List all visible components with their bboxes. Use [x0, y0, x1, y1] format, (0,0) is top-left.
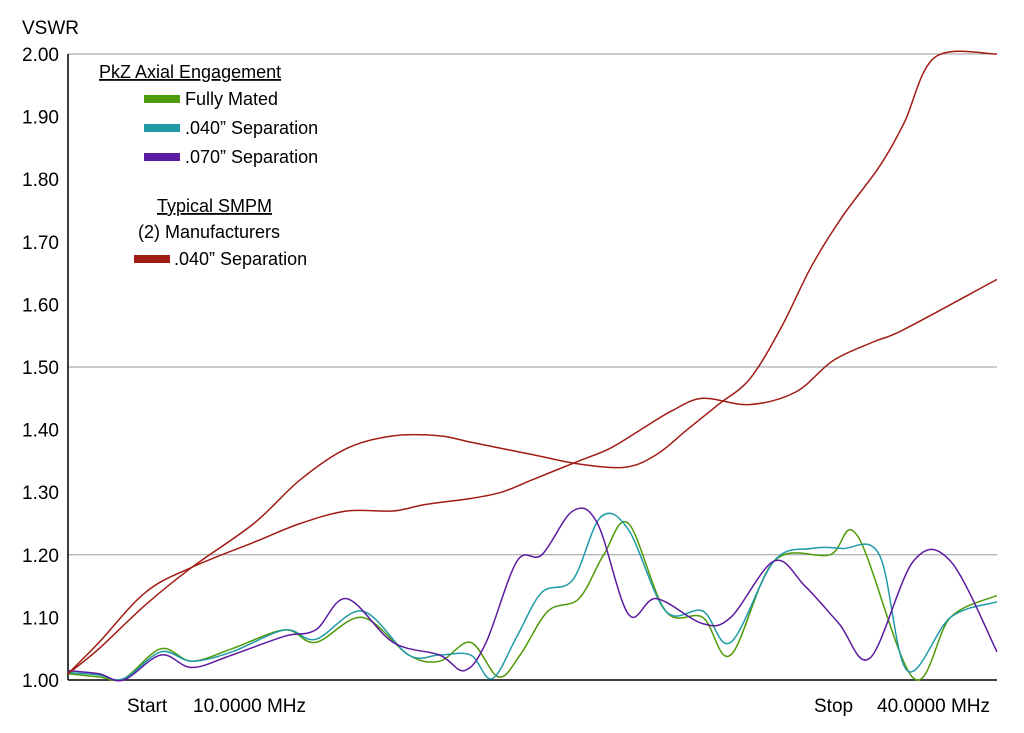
- y-tick-label: 1.20: [22, 546, 59, 567]
- legend-swatch-fully-mated: [144, 95, 180, 103]
- y-tick-labels: 2.00 1.90 1.80 1.70 1.60 1.50 1.40 1.30 1.20 1.10…: [22, 45, 59, 692]
- legend-group1-title: PkZ Axial Engagement: [99, 62, 281, 82]
- legend-group2-subtitle: (2) Manufacturers: [138, 222, 280, 242]
- series-line-3: [67, 278, 998, 675]
- y-tick-label: 1.60: [22, 295, 59, 316]
- y-tick-label: 1.80: [22, 170, 59, 191]
- legend-label-040-separation: .040” Separation: [185, 118, 318, 138]
- y-tick-label: 1.00: [22, 671, 59, 692]
- legend-label-fully-mated: Fully Mated: [185, 89, 278, 109]
- legend-swatch-040-separation: [144, 124, 180, 132]
- start-value: 10.0000 MHz: [193, 696, 306, 717]
- legend-group2-title: Typical SMPM: [157, 196, 272, 216]
- stop-label: Stop: [814, 696, 853, 717]
- y-axis-title: VSWR: [22, 18, 79, 39]
- y-tick-label: 1.40: [22, 421, 59, 442]
- y-tick-label: 1.90: [22, 108, 59, 129]
- series-lines: [67, 50, 998, 682]
- y-tick-label: 1.70: [22, 233, 59, 254]
- start-label: Start: [127, 696, 168, 717]
- legend-swatch-070-separation: [144, 153, 180, 161]
- legend-label-smpm-040-separation: .040” Separation: [174, 249, 307, 269]
- y-tick-label: 1.30: [22, 483, 59, 504]
- legend: PkZ Axial Engagement Fully Mated .040” S…: [99, 62, 318, 269]
- legend-label-070-separation: .070” Separation: [185, 147, 318, 167]
- series-line-1: [67, 512, 998, 681]
- series-line-4: [67, 50, 998, 675]
- y-tick-label: 1.10: [22, 608, 59, 629]
- series-line-2: [67, 507, 998, 682]
- stop-value: 40.0000 MHz: [877, 696, 990, 717]
- y-tick-label: 2.00: [22, 45, 59, 66]
- y-tick-label: 1.50: [22, 358, 59, 379]
- legend-swatch-smpm-040-separation: [134, 255, 170, 263]
